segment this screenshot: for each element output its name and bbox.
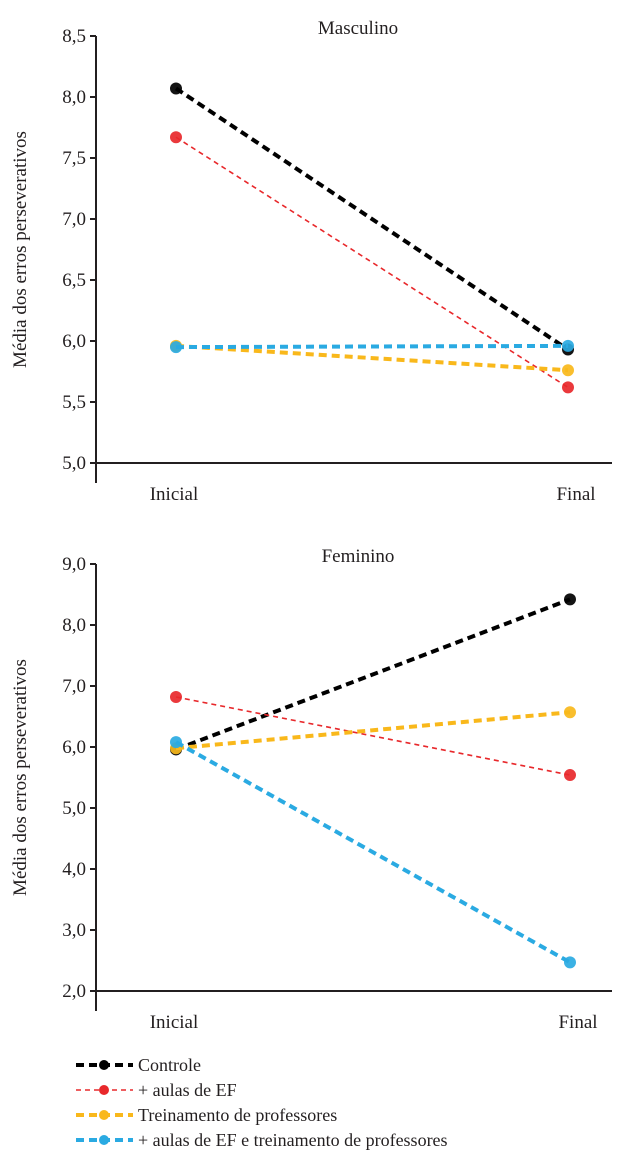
- x-category-label: Final: [558, 1012, 597, 1033]
- x-category-label: Inicial: [150, 1012, 199, 1033]
- data-point-aulas-ef-treinamento: [170, 736, 182, 749]
- y-tick-label: 8,0: [62, 615, 86, 636]
- data-point-controle: [564, 593, 576, 606]
- data-point-treinamento: [562, 364, 574, 377]
- y-tick-label: 7,0: [62, 676, 86, 697]
- y-axis-label: Média dos erros perseverativos: [10, 131, 31, 368]
- y-axis-label: Média dos erros perseverativos: [10, 659, 31, 896]
- legend: Controle + aulas de EF Treinamento de prof…: [76, 1055, 448, 1150]
- legend-marker-aulas-ef-treinamento: [99, 1135, 109, 1145]
- data-point-aulas-ef: [562, 381, 574, 394]
- y-tick-label: 6,0: [62, 331, 86, 352]
- y-tick-label: 2,0: [62, 981, 86, 1002]
- x-category-label: Inicial: [150, 484, 199, 505]
- legend-label-aulas-ef-treinamento: + aulas de EF e treinamento de professor…: [138, 1130, 448, 1150]
- legend-label-controle: Controle: [138, 1055, 201, 1075]
- y-tick-label: 7,0: [62, 209, 86, 230]
- y-tick-label: 6,0: [62, 737, 86, 758]
- series-line-controle: [174, 86, 570, 352]
- series-line-aulas-ef: [175, 696, 571, 776]
- series-line-treinamento: [175, 343, 569, 373]
- data-point-aulas-ef-treinamento: [562, 339, 574, 352]
- series-line-aulas-ef-treinamento: [175, 343, 569, 350]
- y-tick-label: 7,5: [62, 148, 86, 169]
- legend-marker-aulas-ef: [99, 1085, 109, 1095]
- chart-masculino: Masculino Média dos erros perseverativos 5…: [10, 18, 612, 505]
- series-line-treinamento: [175, 710, 571, 751]
- y-tick-label: 4,0: [62, 859, 86, 880]
- legend-marker-treinamento: [99, 1110, 109, 1120]
- data-point-aulas-ef-treinamento: [170, 341, 182, 354]
- data-point-aulas-ef: [170, 131, 182, 144]
- chart-feminino: Feminino Média dos erros perseverativos 2,…: [10, 546, 612, 1033]
- series-line-controle: [175, 597, 571, 752]
- y-tick-label: 6,5: [62, 270, 86, 291]
- data-point-controle: [170, 82, 182, 95]
- legend-label-treinamento: Treinamento de professores: [138, 1105, 337, 1125]
- series-line-aulas-ef-treinamento: [175, 740, 571, 965]
- data-point-treinamento: [564, 706, 576, 719]
- data-point-aulas-ef: [170, 690, 182, 703]
- legend-marker-controle: [99, 1060, 109, 1070]
- y-tick-label: 9,0: [62, 554, 86, 575]
- y-tick-label: 5,0: [62, 453, 86, 474]
- y-tick-label: 8,0: [62, 87, 86, 108]
- chart-title: Feminino: [322, 546, 395, 567]
- y-tick-label: 5,0: [62, 798, 86, 819]
- legend-label-aulas-ef: + aulas de EF: [138, 1080, 237, 1100]
- data-point-aulas-ef: [564, 769, 576, 782]
- x-category-label: Final: [556, 484, 595, 505]
- y-tick-label: 8,5: [62, 26, 86, 47]
- chart-title: Masculino: [318, 18, 398, 39]
- y-tick-label: 5,5: [62, 392, 86, 413]
- y-tick-label: 3,0: [62, 920, 86, 941]
- data-point-aulas-ef-treinamento: [564, 956, 576, 969]
